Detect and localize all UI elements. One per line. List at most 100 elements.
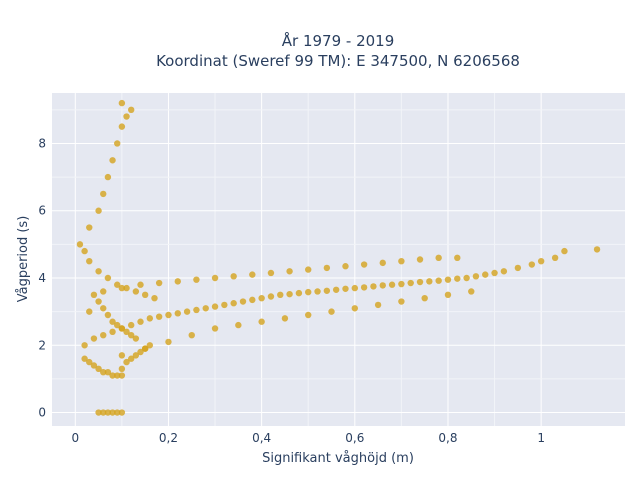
x-tick-label: 0 xyxy=(71,431,79,445)
data-point xyxy=(146,315,154,322)
data-point xyxy=(118,325,126,332)
data-point xyxy=(127,106,135,114)
data-point xyxy=(332,286,340,293)
data-point xyxy=(421,294,428,302)
data-point xyxy=(100,288,107,295)
data-point xyxy=(137,348,144,356)
data-point xyxy=(81,342,88,349)
x-tick-label: 1 xyxy=(537,431,545,445)
data-point xyxy=(230,300,237,307)
data-point xyxy=(281,315,289,322)
data-point xyxy=(379,282,386,289)
data-point xyxy=(258,294,265,302)
data-point xyxy=(114,372,121,379)
data-point xyxy=(123,358,130,366)
y-axis-title: Vågperiod (s) xyxy=(16,216,31,303)
data-point xyxy=(132,288,140,295)
data-point xyxy=(249,271,256,278)
data-point xyxy=(114,281,121,288)
data-point xyxy=(90,335,98,342)
data-point xyxy=(468,288,475,295)
data-point xyxy=(258,318,265,325)
data-point xyxy=(514,264,522,272)
data-point xyxy=(100,368,107,376)
data-point xyxy=(95,207,102,214)
data-point xyxy=(561,247,568,255)
data-point xyxy=(323,287,331,294)
data-point xyxy=(454,254,461,262)
data-point xyxy=(286,268,293,275)
data-point xyxy=(351,284,359,292)
data-point xyxy=(416,278,424,286)
data-point xyxy=(114,321,121,329)
data-point xyxy=(118,409,126,416)
data-point xyxy=(482,271,489,278)
data-point xyxy=(305,311,312,319)
x-tick-label: 0,8 xyxy=(438,431,457,445)
data-point xyxy=(90,291,98,299)
data-point xyxy=(118,365,126,373)
data-point xyxy=(211,303,219,310)
data-point xyxy=(165,338,172,346)
data-point xyxy=(328,308,335,315)
data-point xyxy=(551,254,559,262)
data-point xyxy=(86,224,93,231)
data-point xyxy=(444,276,452,283)
data-point xyxy=(426,278,433,285)
data-point xyxy=(342,285,349,292)
data-point xyxy=(104,368,112,376)
y-tick-label: 8 xyxy=(38,136,46,150)
x-tick-label: 0,2 xyxy=(159,431,178,445)
data-point xyxy=(127,331,135,339)
data-point xyxy=(295,289,303,297)
data-point xyxy=(100,190,107,198)
data-point xyxy=(155,313,163,320)
data-point xyxy=(342,263,349,270)
data-point xyxy=(100,331,107,339)
data-point xyxy=(370,283,377,290)
data-point xyxy=(221,301,228,309)
data-point xyxy=(374,301,382,309)
data-point xyxy=(141,291,149,299)
data-point xyxy=(118,372,126,379)
data-point xyxy=(86,257,93,265)
data-point xyxy=(463,274,470,282)
data-point xyxy=(174,310,181,317)
data-point xyxy=(151,294,158,302)
data-point xyxy=(114,409,121,416)
data-point xyxy=(305,288,312,296)
x-tick-label: 0,4 xyxy=(252,431,271,445)
x-tick-labels: 0 0,2 0,4 0,6 0,8 1 xyxy=(71,431,544,445)
data-point xyxy=(211,274,219,282)
data-point xyxy=(193,276,200,283)
y-tick-label: 2 xyxy=(38,338,46,352)
data-point xyxy=(95,298,102,305)
data-point xyxy=(109,318,116,325)
y-tick-label: 4 xyxy=(38,271,46,285)
data-point xyxy=(379,259,386,267)
data-point xyxy=(593,246,601,253)
data-point xyxy=(183,308,191,315)
data-point xyxy=(76,241,84,248)
data-point xyxy=(104,173,112,181)
data-point xyxy=(86,308,93,315)
data-point xyxy=(100,305,107,312)
data-point xyxy=(360,261,368,268)
data-point xyxy=(435,277,442,284)
data-point xyxy=(109,157,116,164)
data-point xyxy=(235,321,242,329)
data-point xyxy=(277,291,284,299)
data-point xyxy=(537,257,545,265)
data-point xyxy=(388,281,396,288)
data-point xyxy=(174,278,181,285)
data-point xyxy=(435,254,442,262)
data-point xyxy=(500,268,508,275)
y-tick-label: 6 xyxy=(38,204,46,218)
data-point xyxy=(109,328,116,336)
data-point xyxy=(137,318,144,325)
data-point xyxy=(118,284,126,292)
data-point xyxy=(132,335,140,342)
data-point xyxy=(454,275,461,282)
data-point xyxy=(398,280,405,288)
